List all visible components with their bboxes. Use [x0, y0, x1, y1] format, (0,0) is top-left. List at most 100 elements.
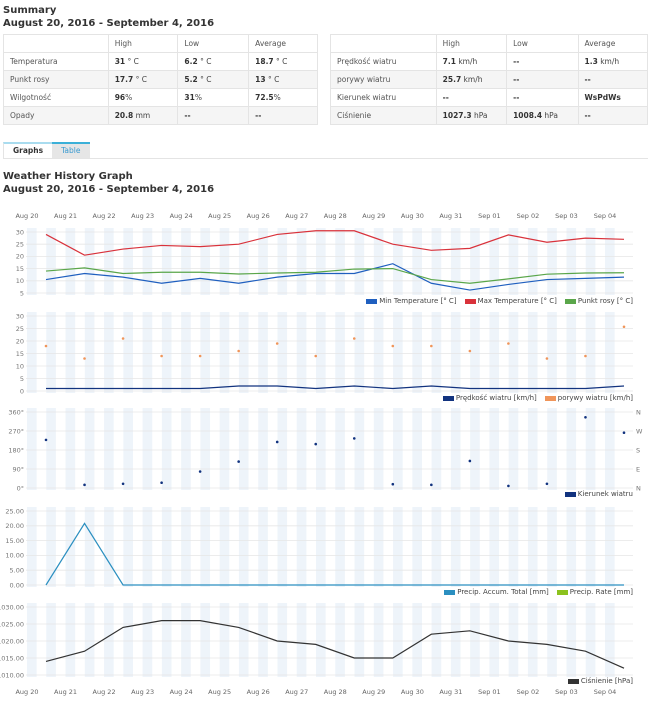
day-stripe: [547, 507, 557, 587]
legend-item[interactable]: Precip. Accum. Total [mm]: [444, 588, 549, 596]
day-stripe: [46, 228, 56, 295]
day-stripe: [277, 228, 288, 295]
summary-range: August 20, 2016 - September 4, 2016: [3, 18, 215, 29]
day-stripe: [412, 312, 422, 393]
day-stripe: [354, 228, 365, 295]
y-tick-label: 30: [16, 312, 24, 320]
x-tick-label: Aug 29: [362, 212, 385, 220]
day-stripe: [547, 603, 557, 677]
y-tick-label: 1030.00: [0, 603, 24, 611]
legend-label: Min Temperature [° C]: [379, 297, 457, 305]
day-stripe: [431, 228, 442, 295]
low-value: 6.2: [184, 57, 198, 66]
data-point: [237, 460, 240, 463]
row-label: Ciśnienie: [330, 106, 437, 125]
day-stripe: [84, 603, 95, 677]
column-header: [330, 34, 437, 53]
legend-swatch: [567, 678, 579, 684]
data-point: [275, 342, 279, 345]
day-stripe: [470, 228, 480, 295]
legend-label: Kierunek wiatru: [577, 490, 633, 498]
table-row: Ciśnienie 1027.3 hPa 1008.4 hPa --: [330, 106, 649, 125]
high-unit: km/h: [461, 75, 483, 84]
column-header: Average: [248, 34, 318, 53]
day-stripe: [335, 228, 345, 295]
table-row: porywy wiatru 25.7 km/h -- --: [330, 70, 649, 89]
day-stripe: [161, 603, 172, 677]
high-value: 25.7: [442, 75, 462, 84]
day-stripe: [450, 603, 461, 677]
low-value: 5.2: [184, 75, 198, 84]
day-stripe: [470, 507, 480, 587]
day-stripe: [142, 408, 153, 490]
series-line: [46, 385, 625, 390]
high-value: 7.1: [442, 57, 456, 66]
tab-table[interactable]: Table: [52, 142, 90, 158]
legend-item[interactable]: Kierunek wiatru: [564, 490, 633, 498]
legend-item[interactable]: Precip. Rate [mm]: [556, 588, 633, 596]
legend-item[interactable]: Max Temperature [° C]: [464, 297, 557, 305]
x-tick-label: Aug 20: [15, 688, 38, 696]
y-tick-label: 5.00: [10, 567, 24, 575]
legend-label: Ciśnienie [hPa]: [580, 677, 633, 685]
legend-item[interactable]: Punkt rosy [° C]: [564, 297, 633, 305]
average-unit: %: [273, 93, 281, 102]
average-cell: 13 ° C: [248, 70, 318, 89]
data-point: [314, 442, 318, 446]
day-stripe: [123, 507, 133, 587]
x-tick-label: Aug 25: [208, 688, 231, 696]
data-point: [121, 482, 125, 486]
day-stripe: [104, 507, 114, 587]
day-stripe: [393, 408, 403, 490]
data-point: [430, 344, 433, 348]
day-stripe: [566, 603, 577, 677]
x-tick-label: Aug 29: [362, 688, 385, 696]
low-value: --: [184, 111, 191, 120]
day-stripe: [84, 312, 95, 393]
data-point: [198, 354, 202, 358]
day-stripe: [316, 507, 326, 587]
tab-graphs[interactable]: Graphs: [3, 142, 53, 158]
legend-item[interactable]: Min Temperature [° C]: [366, 297, 457, 305]
legend-item[interactable]: Prędkość wiatru [km/h]: [442, 394, 537, 402]
y-tick-label: 1025.00: [0, 620, 24, 628]
high-unit: mm: [133, 111, 151, 120]
day-stripe: [296, 603, 307, 677]
day-stripe: [104, 228, 114, 295]
x-tick-label: Aug 21: [54, 212, 77, 220]
high-cell: 20.8 mm: [107, 106, 179, 125]
day-stripe: [27, 312, 37, 393]
day-stripe: [258, 312, 268, 393]
high-unit: ° C: [133, 75, 147, 84]
y-tick-label: 15: [16, 265, 24, 273]
day-stripe: [585, 312, 596, 393]
day-stripe: [508, 312, 519, 393]
x-tick-label: Sep 01: [478, 212, 501, 220]
day-stripe: [508, 507, 519, 587]
day-stripe: [65, 603, 76, 677]
low-unit: ° C: [197, 57, 212, 66]
average-value: 72.5: [255, 93, 274, 102]
day-stripe: [238, 507, 249, 587]
legend-label: Precip. Rate [mm]: [569, 588, 633, 596]
legend-item[interactable]: porywy wiatru [km/h]: [544, 394, 633, 402]
day-stripe: [219, 228, 230, 295]
day-stripe: [393, 228, 403, 295]
day-stripe: [27, 507, 37, 587]
x-tick-label: Aug 30: [401, 688, 424, 696]
y-tick-label: 1020.00: [0, 637, 24, 645]
average-value: WsPdWs: [584, 93, 621, 102]
day-stripe: [142, 603, 153, 677]
day-stripe: [489, 603, 500, 677]
data-point: [584, 415, 587, 419]
average-value: 1.3: [584, 57, 598, 66]
day-stripe: [316, 312, 326, 393]
y-tick-label: 10: [16, 277, 24, 285]
day-stripe: [142, 312, 153, 393]
day-stripe: [450, 408, 461, 490]
day-stripe: [508, 408, 519, 490]
data-point: [237, 349, 240, 353]
legend-item[interactable]: Ciśnienie [hPa]: [567, 677, 633, 685]
average-unit: ° C: [265, 75, 280, 84]
